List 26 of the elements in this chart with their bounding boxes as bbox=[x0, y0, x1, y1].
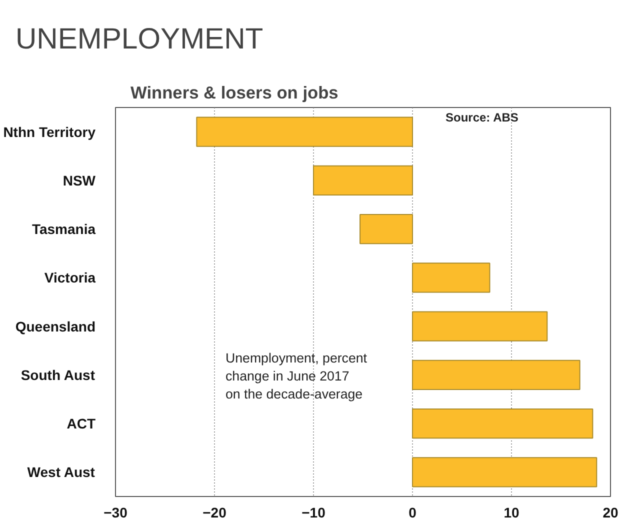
bar bbox=[412, 360, 580, 390]
x-tick-label: −10 bbox=[302, 504, 326, 520]
y-tick-label: Victoria bbox=[44, 270, 96, 286]
bar bbox=[412, 457, 598, 488]
y-tick-label: South Aust bbox=[20, 366, 96, 383]
chart-title: UNEMPLOYMENT bbox=[16, 22, 264, 56]
y-tick-label: NSW bbox=[62, 172, 96, 188]
x-tick-label: −20 bbox=[202, 504, 227, 520]
bar bbox=[313, 165, 413, 196]
x-tick-label: 0 bbox=[408, 504, 417, 520]
annotation: Source: ABS bbox=[446, 110, 518, 124]
chart-subtitle: Winners & losers on jobs bbox=[130, 82, 338, 102]
bar bbox=[412, 408, 594, 439]
x-tick-label: −30 bbox=[104, 504, 128, 520]
y-tick-label: Tasmania bbox=[32, 221, 96, 238]
y-tick-label: Nthn Territory bbox=[3, 124, 96, 140]
y-tick-label: Queensland bbox=[15, 318, 96, 334]
annotation: Unemployment, percent change in June 2017 on the decade-average bbox=[226, 350, 368, 402]
bar bbox=[196, 116, 413, 147]
y-tick-label: West Aust bbox=[27, 464, 96, 480]
x-tick-label: 20 bbox=[602, 504, 618, 520]
bar bbox=[360, 214, 413, 244]
bar bbox=[412, 311, 548, 342]
bar bbox=[412, 262, 490, 293]
x-tick-label: 10 bbox=[504, 504, 520, 520]
y-tick-label: ACT bbox=[66, 416, 96, 432]
